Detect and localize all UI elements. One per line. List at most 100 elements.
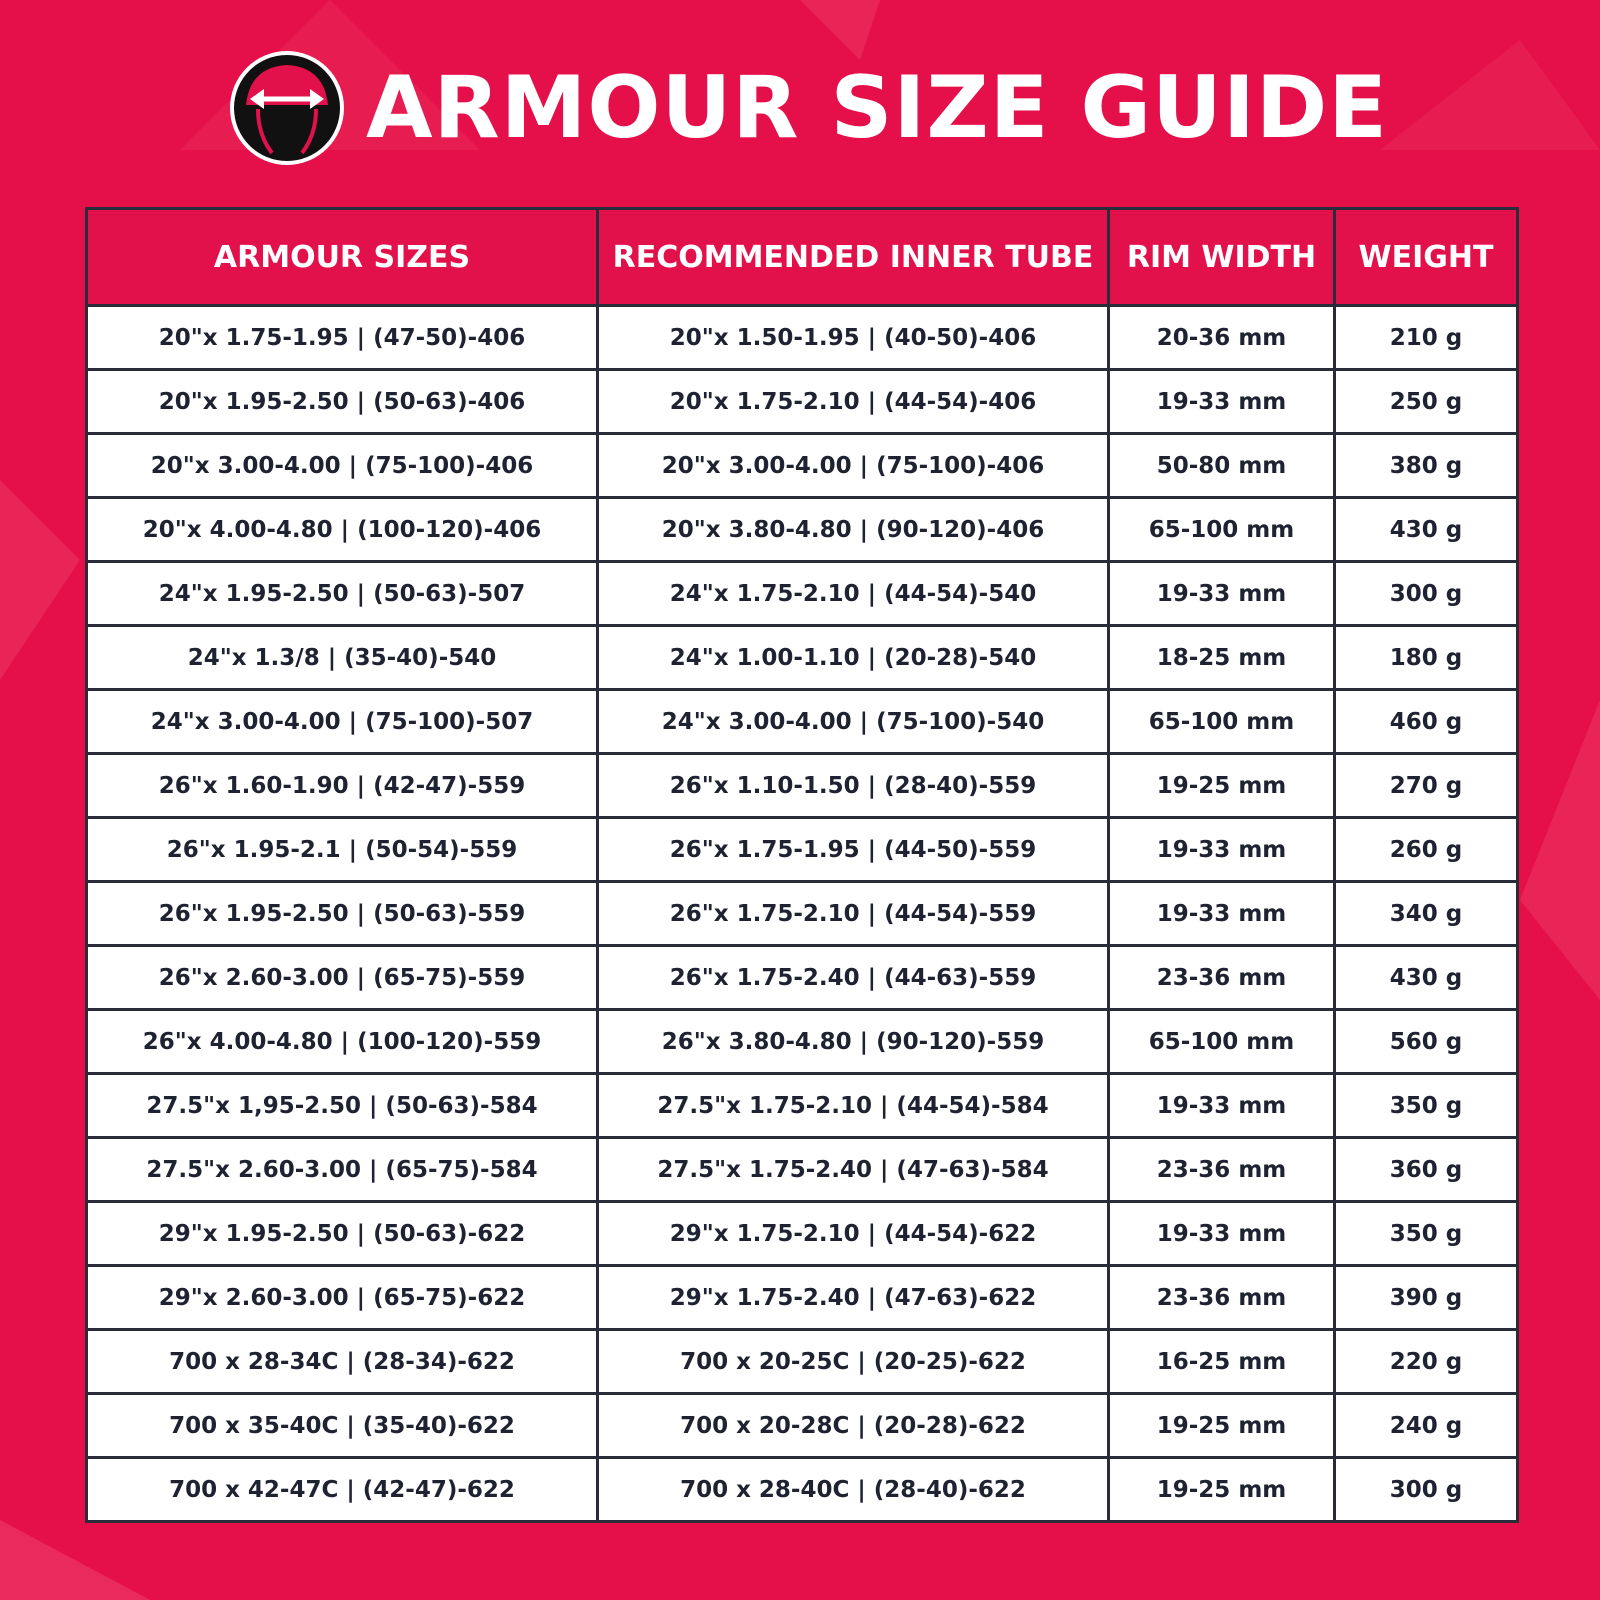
table-cell: 29"x 2.60-3.00 | (65-75)-622	[85, 1264, 599, 1331]
table-row: 26"x 4.00-4.80 | (100-120)-559 26"x 3.80-…	[85, 1008, 1519, 1075]
table-cell: 19-33 mm	[1107, 880, 1336, 947]
table-cell: 700 x 35-40C | (35-40)-622	[85, 1392, 599, 1459]
table-cell: 19-33 mm	[1107, 368, 1336, 435]
table-cell: 26"x 1.60-1.90 | (42-47)-559	[85, 752, 599, 819]
table-cell: 27.5"x 1.75-2.10 | (44-54)-584	[596, 1072, 1110, 1139]
table-cell: 20"x 1.75-2.10 | (44-54)-406	[596, 368, 1110, 435]
table-cell: 19-25 mm	[1107, 1456, 1336, 1523]
table-cell: 350 g	[1333, 1200, 1519, 1267]
column-header: RECOMMENDED INNER TUBE	[596, 207, 1110, 307]
table-row: 700 x 42-47C | (42-47)-622 700 x 28-40C |…	[85, 1456, 1519, 1523]
table-cell: 210 g	[1333, 304, 1519, 371]
table-cell: 380 g	[1333, 432, 1519, 499]
table-cell: 19-25 mm	[1107, 1392, 1336, 1459]
table-cell: 240 g	[1333, 1392, 1519, 1459]
table-cell: 360 g	[1333, 1136, 1519, 1203]
table-cell: 390 g	[1333, 1264, 1519, 1331]
table-cell: 27.5"x 1.75-2.40 | (47-63)-584	[596, 1136, 1110, 1203]
table-cell: 65-100 mm	[1107, 496, 1336, 563]
table-cell: 26"x 1.75-2.40 | (44-63)-559	[596, 944, 1110, 1011]
column-header: ARMOUR SIZES	[85, 207, 599, 307]
table-cell: 350 g	[1333, 1072, 1519, 1139]
table-cell: 560 g	[1333, 1008, 1519, 1075]
table-cell: 23-36 mm	[1107, 1264, 1336, 1331]
table-cell: 19-33 mm	[1107, 1072, 1336, 1139]
table-cell: 250 g	[1333, 368, 1519, 435]
column-header: RIM WIDTH	[1107, 207, 1336, 307]
table-cell: 20"x 3.80-4.80 | (90-120)-406	[596, 496, 1110, 563]
table-cell: 700 x 20-25C | (20-25)-622	[596, 1328, 1110, 1395]
table-cell: 26"x 1.75-2.10 | (44-54)-559	[596, 880, 1110, 947]
table-cell: 430 g	[1333, 496, 1519, 563]
table-row: 27.5"x 2.60-3.00 | (65-75)-584 27.5"x 1.7…	[85, 1136, 1519, 1203]
table-cell: 19-25 mm	[1107, 752, 1336, 819]
table-row: 20"x 1.95-2.50 | (50-63)-406 20"x 1.75-2.…	[85, 368, 1519, 435]
table-row: 700 x 28-34C | (28-34)-622 700 x 20-25C |…	[85, 1328, 1519, 1395]
table-cell: 220 g	[1333, 1328, 1519, 1395]
table-cell: 24"x 1.75-2.10 | (44-54)-540	[596, 560, 1110, 627]
table-cell: 19-33 mm	[1107, 560, 1336, 627]
table-cell: 270 g	[1333, 752, 1519, 819]
table-row: 20"x 4.00-4.80 | (100-120)-406 20"x 3.80-…	[85, 496, 1519, 563]
size-table: ARMOUR SIZES RECOMMENDED INNER TUBE RIM WI…	[85, 207, 1519, 1523]
table-row: 20"x 1.75-1.95 | (47-50)-406 20"x 1.50-1.…	[85, 304, 1519, 371]
table-cell: 27.5"x 1,95-2.50 | (50-63)-584	[85, 1072, 599, 1139]
table-cell: 180 g	[1333, 624, 1519, 691]
table-cell: 23-36 mm	[1107, 944, 1336, 1011]
header-row: ARMOUR SIZES RECOMMENDED INNER TUBE RIM WI…	[85, 207, 1519, 307]
table-cell: 20"x 1.50-1.95 | (40-50)-406	[596, 304, 1110, 371]
table-cell: 29"x 1.75-2.40 | (47-63)-622	[596, 1264, 1110, 1331]
table-cell: 26"x 1.75-1.95 | (44-50)-559	[596, 816, 1110, 883]
table-cell: 20"x 4.00-4.80 | (100-120)-406	[85, 496, 599, 563]
table-cell: 24"x 3.00-4.00 | (75-100)-540	[596, 688, 1110, 755]
table-cell: 300 g	[1333, 560, 1519, 627]
table-cell: 20-36 mm	[1107, 304, 1336, 371]
table-row: 26"x 2.60-3.00 | (65-75)-559 26"x 1.75-2.…	[85, 944, 1519, 1011]
table-cell: 23-36 mm	[1107, 1136, 1336, 1203]
table-cell: 340 g	[1333, 880, 1519, 947]
table-row: 700 x 35-40C | (35-40)-622 700 x 20-28C |…	[85, 1392, 1519, 1459]
table-cell: 460 g	[1333, 688, 1519, 755]
table-cell: 26"x 1.10-1.50 | (28-40)-559	[596, 752, 1110, 819]
table-cell: 24"x 1.3/8 | (35-40)-540	[85, 624, 599, 691]
table-cell: 27.5"x 2.60-3.00 | (65-75)-584	[85, 1136, 599, 1203]
table-cell: 29"x 1.95-2.50 | (50-63)-622	[85, 1200, 599, 1267]
table-cell: 700 x 42-47C | (42-47)-622	[85, 1456, 599, 1523]
table-cell: 29"x 1.75-2.10 | (44-54)-622	[596, 1200, 1110, 1267]
table-cell: 65-100 mm	[1107, 1008, 1336, 1075]
table-row: 24"x 3.00-4.00 | (75-100)-507 24"x 3.00-4…	[85, 688, 1519, 755]
table-cell: 18-25 mm	[1107, 624, 1336, 691]
table-cell: 24"x 1.00-1.10 | (20-28)-540	[596, 624, 1110, 691]
table-cell: 260 g	[1333, 816, 1519, 883]
title: ARMOUR SIZE GUIDE	[366, 58, 1388, 158]
table-row: 20"x 3.00-4.00 | (75-100)-406 20"x 3.00-4…	[85, 432, 1519, 499]
logo	[230, 51, 344, 165]
table-cell: 26"x 3.80-4.80 | (90-120)-559	[596, 1008, 1110, 1075]
table-row: 24"x 1.3/8 | (35-40)-540 24"x 1.00-1.10 |…	[85, 624, 1519, 691]
table-cell: 20"x 1.75-1.95 | (47-50)-406	[85, 304, 599, 371]
table-cell: 24"x 1.95-2.50 | (50-63)-507	[85, 560, 599, 627]
table-row: 29"x 1.95-2.50 | (50-63)-622 29"x 1.75-2.…	[85, 1200, 1519, 1267]
table-cell: 16-25 mm	[1107, 1328, 1336, 1395]
table-cell: 26"x 1.95-2.50 | (50-63)-559	[85, 880, 599, 947]
table-cell: 700 x 28-34C | (28-34)-622	[85, 1328, 599, 1395]
table-row: 26"x 1.95-2.50 | (50-63)-559 26"x 1.75-2.…	[85, 880, 1519, 947]
table-cell: 24"x 3.00-4.00 | (75-100)-507	[85, 688, 599, 755]
table-row: 29"x 2.60-3.00 | (65-75)-622 29"x 1.75-2.…	[85, 1264, 1519, 1331]
table-row: 27.5"x 1,95-2.50 | (50-63)-584 27.5"x 1.7…	[85, 1072, 1519, 1139]
table-cell: 20"x 3.00-4.00 | (75-100)-406	[85, 432, 599, 499]
column-header: WEIGHT	[1333, 207, 1519, 307]
table-cell: 26"x 4.00-4.80 | (100-120)-559	[85, 1008, 599, 1075]
table-cell: 300 g	[1333, 1456, 1519, 1523]
table-cell: 700 x 20-28C | (20-28)-622	[596, 1392, 1110, 1459]
table-cell: 26"x 2.60-3.00 | (65-75)-559	[85, 944, 599, 1011]
table-row: 26"x 1.60-1.90 | (42-47)-559 26"x 1.10-1.…	[85, 752, 1519, 819]
table-cell: 26"x 1.95-2.1 | (50-54)-559	[85, 816, 599, 883]
table-row: 24"x 1.95-2.50 | (50-63)-507 24"x 1.75-2.…	[85, 560, 1519, 627]
table-cell: 19-33 mm	[1107, 1200, 1336, 1267]
table-cell: 19-33 mm	[1107, 816, 1336, 883]
table-cell: 20"x 3.00-4.00 | (75-100)-406	[596, 432, 1110, 499]
table-cell: 700 x 28-40C | (28-40)-622	[596, 1456, 1110, 1523]
table-cell: 20"x 1.95-2.50 | (50-63)-406	[85, 368, 599, 435]
